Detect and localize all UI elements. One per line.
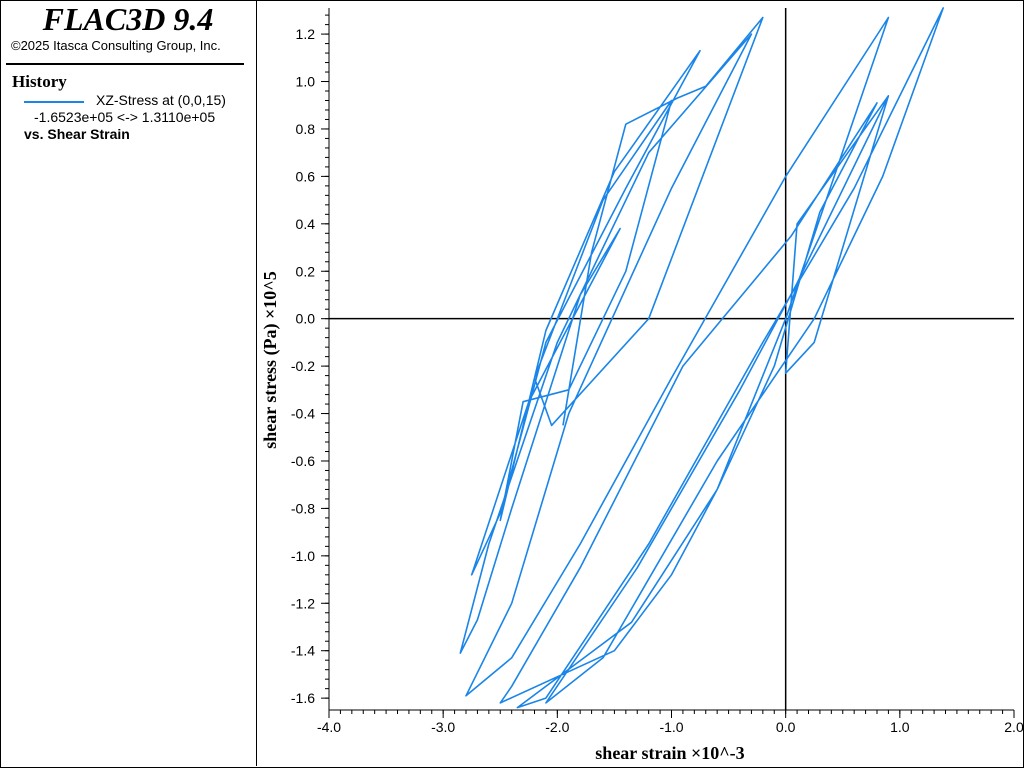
y-tick-label: -1.4 [291,643,315,659]
y-tick-label: -1.2 [291,595,315,611]
series-line [459,7,945,709]
y-tick-label: -0.8 [291,500,315,516]
y-tick-label: 1.2 [296,26,316,42]
legend-vs-label: vs. Shear Strain [24,126,130,142]
axes-layer: -4.0 -3.0 -2.0 -1.0 0.0 1.0 2.0 -1.6 -1.4 -1.2 -1.… [291,8,1024,735]
x-tick-label: -4.0 [317,719,341,735]
y-tick-label: 0.2 [296,263,316,279]
x-tick-label: -2.0 [545,719,569,735]
legend-range-text: -1.6523e+05 <-> 1.3110e+05 [34,109,216,125]
y-tick-label: -1.0 [291,548,315,564]
x-axis-label: shear strain ×10^-3 [595,743,744,763]
legend-divider [6,63,244,65]
x-tick-label: -3.0 [431,719,455,735]
x-tick-label: 0.0 [776,719,796,735]
copyright-text: ©2025 Itasca Consulting Group, Inc. [11,38,221,53]
y-tick-label: 0.6 [296,168,316,184]
y-tick-label: 1.0 [296,74,316,90]
legend-series-label: XZ-Stress at (0,0,15) [96,92,226,108]
y-tick-label: -0.2 [291,358,315,374]
y-tick-label: -1.6 [291,690,315,706]
y-tick-label: 0.4 [296,216,316,232]
x-tick-label: 2.0 [1004,719,1024,735]
y-axis-label: shear stress (Pa) ×10^5 [260,271,281,449]
legend-line-swatch [24,101,84,103]
history-heading: History [12,72,67,91]
series-layer [459,7,945,709]
app-title: FLAC3D 9.4 [42,1,214,37]
x-tick-label: 1.0 [890,719,910,735]
y-tick-label: 0.0 [296,311,316,327]
y-tick-label: -0.6 [291,453,315,469]
y-tick-label: 0.8 [296,121,316,137]
y-tick-label: -0.4 [291,406,315,422]
x-tick-label: -1.0 [659,719,683,735]
legend-panel: FLAC3D 9.4 ©2025 Itasca Consulting Group… [0,0,257,766]
